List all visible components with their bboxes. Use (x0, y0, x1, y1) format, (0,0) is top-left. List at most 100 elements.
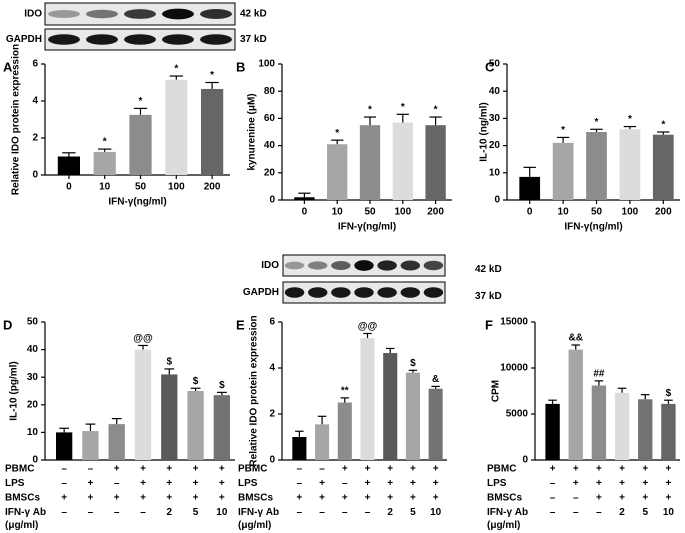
condition-cell: + (219, 464, 225, 475)
condition-cell: + (642, 478, 648, 489)
condition-cell: – (550, 507, 556, 518)
x-tick-label: 200 (204, 182, 221, 193)
x-axis-label: IFN-γ(ng/ml) (108, 197, 166, 208)
bar (294, 197, 315, 200)
condition-cell: + (387, 493, 393, 504)
y-tick-label: 5000 (506, 409, 529, 420)
condition-cell: 10 (663, 507, 675, 518)
blot-size: 42 kD (240, 9, 267, 20)
x-tick-label: 0 (302, 207, 308, 218)
condition-cell: + (573, 478, 579, 489)
bar (55, 432, 73, 460)
significance-label: $ (410, 358, 416, 369)
x-tick-label: 100 (168, 182, 185, 193)
panel-letter: A (3, 59, 13, 74)
y-tick-label: 0 (269, 195, 275, 206)
panel-letter: E (236, 317, 245, 332)
y-axis-label: Relative IDO protein expression (11, 44, 22, 195)
condition-cell: – (88, 464, 94, 475)
x-tick-label: 10 (332, 207, 344, 218)
significance-label: * (335, 128, 339, 139)
bar (428, 388, 443, 460)
condition-cell: + (166, 478, 172, 489)
condition-cell: + (140, 493, 146, 504)
y-tick-label: 30 (489, 113, 501, 124)
y-tick-label: 2 (269, 409, 275, 420)
significance-label: * (434, 105, 438, 116)
condition-cell: – (297, 507, 303, 518)
condition-cell: + (642, 493, 648, 504)
condition-cell: + (296, 493, 302, 504)
condition-cell: + (114, 464, 120, 475)
y-axis-label: Relative IDO protein expression (249, 315, 260, 466)
blot-band (377, 260, 397, 271)
condition-cell: + (387, 464, 393, 475)
bar (661, 403, 676, 460)
bar (165, 79, 188, 175)
y-tick-label: 40 (264, 140, 276, 151)
blot-size: 37 kD (475, 291, 502, 302)
significance-label: @@ (358, 321, 378, 332)
condition-cell: + (596, 464, 602, 475)
condition-cell: 10 (430, 507, 442, 518)
condition-cell: + (219, 493, 225, 504)
blot-band (331, 287, 351, 298)
y-tick-label: 0 (32, 455, 38, 466)
condition-cell: – (319, 464, 325, 475)
significance-label: & (432, 374, 439, 385)
condition-cell: + (88, 493, 94, 504)
significance-label: * (661, 120, 665, 131)
blot-band (400, 287, 421, 298)
bar (337, 402, 352, 460)
condition-cell: – (319, 507, 325, 518)
condition-cell: – (114, 478, 120, 489)
blot-label: GAPDH (243, 287, 279, 298)
y-tick-label: 4 (269, 363, 275, 374)
y-tick-label: 10 (27, 427, 39, 438)
x-tick-label: 200 (655, 207, 672, 218)
bar (82, 431, 99, 460)
significance-label: * (210, 70, 214, 81)
blot-band (423, 260, 444, 271)
condition-cell: – (88, 507, 94, 518)
condition-cell: + (193, 478, 199, 489)
condition-unit: (μg/ml) (238, 520, 271, 531)
y-tick-label: 100 (258, 59, 275, 70)
bar (201, 88, 224, 175)
significance-label: * (368, 105, 372, 116)
x-tick-label: 200 (427, 207, 444, 218)
condition-name: LPS (5, 478, 25, 489)
blot-band (354, 287, 374, 298)
condition-cell: + (619, 493, 625, 504)
condition-cell: + (365, 478, 371, 489)
blot-band (377, 287, 397, 298)
bar (586, 132, 607, 200)
bar (93, 151, 116, 175)
blot-band (400, 260, 421, 271)
bar (327, 144, 348, 200)
y-tick-label: 20 (489, 140, 501, 151)
condition-cell: – (61, 478, 67, 489)
x-axis-label: IFN-γ(ng/ml) (564, 222, 622, 233)
blot-band (124, 9, 156, 19)
y-tick-label: 80 (264, 86, 276, 97)
condition-cell: + (193, 493, 199, 504)
significance-label: $ (219, 380, 225, 391)
significance-label: * (561, 125, 565, 136)
significance-label: $ (666, 388, 672, 399)
bar (129, 114, 152, 175)
y-tick-label: 60 (264, 113, 276, 124)
bar (57, 156, 80, 175)
bar (360, 338, 375, 460)
y-tick-label: 2 (32, 133, 38, 144)
y-tick-label: 20 (27, 399, 39, 410)
condition-cell: – (573, 507, 579, 518)
condition-unit: (μg/ml) (487, 520, 520, 531)
condition-cell: + (410, 478, 416, 489)
condition-name: IFN-γ Ab (5, 507, 46, 518)
condition-cell: 5 (193, 507, 199, 518)
condition-name: LPS (487, 478, 507, 489)
panel-letter: F (485, 317, 493, 332)
panel-letter: D (3, 317, 12, 332)
condition-cell: – (573, 493, 579, 504)
